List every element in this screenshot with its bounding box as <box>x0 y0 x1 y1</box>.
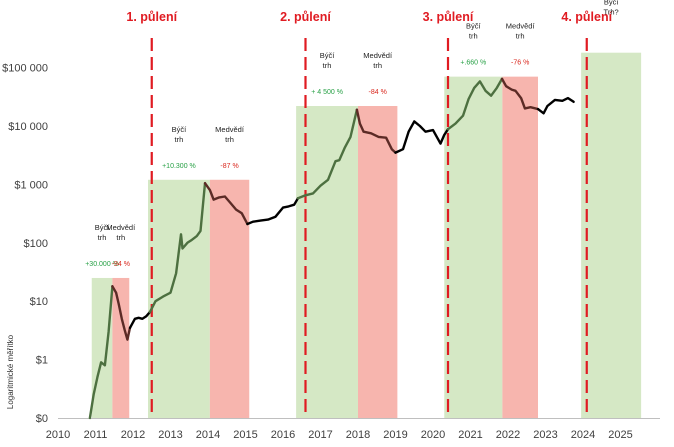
market-phase-regions <box>91 52 642 419</box>
price-segment-bull-7 <box>296 108 359 200</box>
region-label-line1: Medvědí <box>215 125 245 134</box>
region-label-line1: Medvědí <box>506 22 536 31</box>
axes: 2010 2011 2012 2013 2014 2015 2016 2017 2018 2019… <box>2 63 660 441</box>
x-tick-label: 2014 <box>196 429 220 441</box>
bull-market-region-7 <box>444 76 503 418</box>
x-tick-label: 2012 <box>121 429 145 441</box>
x-tick-label: 2025 <box>608 429 632 441</box>
x-tick-label: 2020 <box>421 429 445 441</box>
price-segment-bull-10 <box>446 77 504 131</box>
halving-markers: 1. půlení 2. půlení 3. půlení 4. půlení <box>126 10 613 418</box>
x-tick-label: 2011 <box>84 429 108 441</box>
y-tick-label: $100 <box>24 238 48 250</box>
region-label-line2: trh <box>175 135 184 144</box>
region-percent-change: +30.000 % <box>85 261 119 268</box>
bear-market-region-8 <box>502 76 538 418</box>
price-segment-neutral-6 <box>246 196 300 226</box>
y-axis-title: Logaritmické měřítko <box>6 334 15 409</box>
region-percent-change: +10.300 % <box>162 163 196 170</box>
region-label-line2: trh <box>373 61 382 70</box>
y-tick-label: $10 <box>30 296 48 308</box>
x-tick-label: 2013 <box>158 429 182 441</box>
region-percent-change: +.660 % <box>460 60 486 67</box>
region-percent-change: -94 % <box>112 261 130 268</box>
y-tick-label: $100 000 <box>2 63 48 75</box>
bear-market-region-2 <box>112 277 130 418</box>
x-tick-label: 2024 <box>571 429 595 441</box>
bull-market-region-9 <box>581 52 642 419</box>
region-label-line1: Býčí <box>320 51 336 60</box>
price-segment-bull-1 <box>88 285 114 420</box>
region-label-line1: Medvědí <box>363 51 393 60</box>
y-tick-label: $10 000 <box>8 121 48 133</box>
price-line <box>88 77 575 420</box>
region-label-line2: trh <box>116 233 125 242</box>
bull-market-region-1 <box>91 277 113 418</box>
x-tick-label: 2017 <box>308 429 332 441</box>
region-label-line2: trh <box>225 135 234 144</box>
price-segment-neutral-12 <box>536 96 575 115</box>
price-segment-bear-5 <box>203 181 249 226</box>
y-tick-label: $1 000 <box>14 179 48 191</box>
x-tick-label: 2010 <box>46 429 70 441</box>
x-tick-label: 2021 <box>458 429 482 441</box>
halving-label-3: 3. půlení <box>423 10 474 24</box>
x-tick-label: 2016 <box>271 429 295 441</box>
region-percent-change: -87 % <box>220 163 238 170</box>
region-label-line2: Trh? <box>604 8 619 17</box>
halving-label-1: 1. půlení <box>126 10 177 24</box>
region-label-line1: Býčí <box>172 125 188 134</box>
price-segment-bear-8 <box>355 108 397 154</box>
price-segment-bear-2 <box>111 285 132 341</box>
region-label-line2: trh <box>516 32 525 41</box>
price-segment-bear-11 <box>500 77 540 111</box>
price-segment-bull-4 <box>148 181 207 314</box>
x-tick-label: 2022 <box>496 429 520 441</box>
price-segment-neutral-9 <box>394 120 450 154</box>
region-percent-change: -84 % <box>369 89 387 96</box>
region-label-line1: Býčí <box>95 223 111 232</box>
region-label-line1: Býčí <box>604 0 620 7</box>
y-tick-label: $1 <box>36 355 48 367</box>
region-label-line1: Medvědí <box>106 223 136 232</box>
x-tick-label: 2015 <box>233 429 257 441</box>
bear-market-region-4 <box>209 179 250 418</box>
region-label-line2: trh <box>323 61 332 70</box>
price-segment-neutral-3 <box>128 310 152 329</box>
x-tick-label: 2023 <box>533 429 557 441</box>
x-tick-label: 2018 <box>346 429 370 441</box>
region-label-line2: trh <box>469 32 478 41</box>
halving-label-4: 4. půlení <box>561 10 612 24</box>
region-label-line1: Býčí <box>466 22 482 31</box>
halving-label-2: 2. půlení <box>280 10 331 24</box>
region-percent-change: -76 % <box>511 60 529 67</box>
region-percent-change: + 4 500 % <box>311 89 343 96</box>
bear-market-region-6 <box>358 106 398 419</box>
region-label-line2: trh <box>98 233 107 242</box>
y-tick-label: $0 <box>36 413 48 425</box>
x-tick-label: 2019 <box>383 429 407 441</box>
